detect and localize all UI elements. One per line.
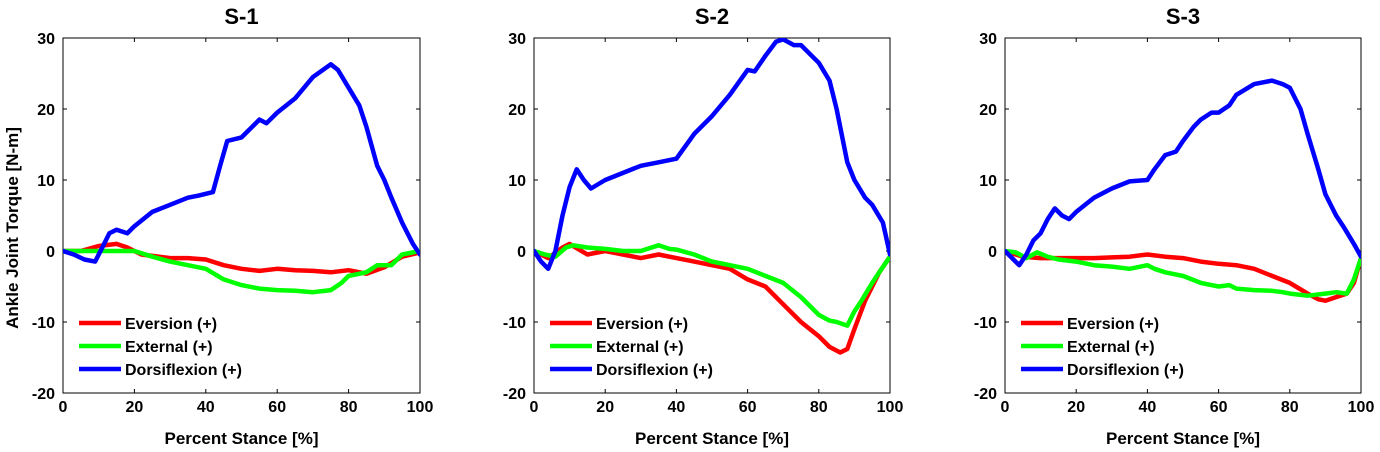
subplot-s-1-x-tick-label: 0 (59, 399, 68, 416)
subplot-s-1-y-tick-label: 0 (46, 244, 55, 261)
subplot-s-3-series-dorsiflexion (1005, 78, 1361, 268)
subplot-s-1-series-dorsiflexion (63, 62, 420, 264)
subplot-s-2-x-tick-label: 20 (596, 399, 614, 416)
subplot-s-1-x-axis-label: Percent Stance [%] (165, 429, 319, 448)
subplot-s-1-legend-label-eversion: Eversion (+) (125, 316, 217, 333)
subplot-s-1-x-tick-label: 40 (197, 399, 215, 416)
subplot-s-2-series-dorsiflexion (534, 38, 890, 272)
subplot-s-1-x-tick-label: 100 (407, 399, 434, 416)
subplot-s-1-y-tick-label: -20 (32, 386, 55, 403)
subplot-s-2-y-tick-label: 0 (517, 244, 526, 261)
subplot-s-3-plot-area (1005, 78, 1361, 303)
subplot-s-2-x-tick-label: 100 (877, 399, 904, 416)
subplot-s-3-x-tick-label: 80 (1281, 399, 1299, 416)
subplot-s-1-y-tick-label: -10 (32, 315, 55, 332)
subplot-s-3-y-tick-label: 30 (979, 31, 997, 48)
subplot-s-2-x-axis-label: Percent Stance [%] (635, 429, 789, 448)
subplot-s-3-y-tick-label: 20 (979, 102, 997, 119)
subplot-s-3-series-external (1005, 248, 1361, 298)
subplot-s-3-y-tick-label: -10 (974, 315, 997, 332)
subplot-s-1-legend: Eversion (+) External (+) Dorsiflexion (+) (79, 316, 242, 379)
subplot-s-2-axes-box (533, 37, 891, 394)
subplot-s-1-x-tick-label: 20 (126, 399, 144, 416)
subplot-s-2-x-tick-label: 60 (739, 399, 757, 416)
subplot-s-2-x-tick-label: 80 (810, 399, 828, 416)
subplot-s-1-x-tick-label: 60 (268, 399, 286, 416)
subplot-s-1-plot-area (63, 62, 420, 295)
subplot-s3: S-3 0 20 40 60 80 100 -20 -10 0 10 20 30 Percent Stan… (974, 4, 1375, 448)
subplot-s-1-x-tick-label: 80 (340, 399, 358, 416)
subplot-s-1-series-eversion (63, 241, 420, 276)
subplot-s-3-legend-label-external: External (+) (1067, 339, 1155, 356)
subplot-s-2-y-tick-label: 20 (508, 102, 526, 119)
subplot-s-2-legend-label-external: External (+) (596, 339, 684, 356)
subplot-s-3-legend-label-eversion: Eversion (+) (1067, 316, 1159, 333)
subplot-s-2-y-tick-label: -10 (503, 315, 526, 332)
subplot-s-2-legend-label-dorsiflexion: Dorsiflexion (+) (596, 362, 713, 379)
subplot-s-2-y-tick-label: 30 (508, 31, 526, 48)
subplot-s-3-legend-label-dorsiflexion: Dorsiflexion (+) (1067, 362, 1184, 379)
subplot-s-3-x-tick-label: 0 (1001, 399, 1010, 416)
subplot-s-1-legend-label-dorsiflexion: Dorsiflexion (+) (125, 362, 242, 379)
subplot-s-3-x-tick-label: 100 (1348, 399, 1375, 416)
subplot-s-1-series-external (63, 248, 420, 295)
subplot-s-2-series-external (534, 243, 890, 328)
subplot-s-3-legend: Eversion (+) External (+) Dorsiflexion (+) (1021, 316, 1184, 379)
subplot-s-2-title: S-2 (695, 4, 729, 29)
subplot-s-2-y-tick-label: -20 (503, 386, 526, 403)
subplot-s-1-y-tick-label: 10 (37, 173, 55, 190)
subplot-s-3-x-axis-label: Percent Stance [%] (1106, 429, 1260, 448)
subplot-s-3-y-tick-label: 0 (988, 244, 997, 261)
subplot-s-2-x-tick-label: 40 (668, 399, 686, 416)
subplot-s-2-x-tick-label: 0 (530, 399, 539, 416)
subplot-s-3-y-tick-label: 10 (979, 173, 997, 190)
subplot-s-3-axes-box (1004, 37, 1362, 394)
subplot-s-2-series-eversion (534, 241, 890, 355)
subplot-s-1-title: S-1 (224, 4, 258, 29)
subplot-s-3-x-tick-label: 40 (1139, 399, 1157, 416)
subplot-s-3-x-tick-label: 60 (1210, 399, 1228, 416)
subplot-s-3-series-eversion (1005, 248, 1361, 303)
subplot-s2: S-2 0 20 40 60 80 100 -20 -10 0 10 20 30 Percent Stan… (503, 4, 904, 448)
subplot-s-1-legend-label-external: External (+) (125, 339, 213, 356)
subplot-s-1-y-tick-label: 20 (37, 102, 55, 119)
subplot-s-2-plot-area (534, 38, 890, 355)
subplot-s-2-legend: Eversion (+) External (+) Dorsiflexion (+) (550, 316, 713, 379)
subplot-s-3-y-tick-label: -20 (974, 386, 997, 403)
subplot-s-3-x-tick-label: 20 (1067, 399, 1085, 416)
subplot-s-2-y-tick-label: 10 (508, 173, 526, 190)
subplot-s-2-legend-label-eversion: Eversion (+) (596, 316, 688, 333)
subplot-s-1-axes-box (62, 37, 421, 394)
figure-y-axis-label: Ankle Joint Torque [N-m] (3, 127, 22, 329)
subplot-s-3-title: S-3 (1166, 4, 1200, 29)
subplot-s1: S-1 0 20 40 60 80 100 -20 -10 0 10 20 30 Percent Stan… (32, 4, 434, 448)
subplot-s-1-y-tick-label: 30 (37, 31, 55, 48)
